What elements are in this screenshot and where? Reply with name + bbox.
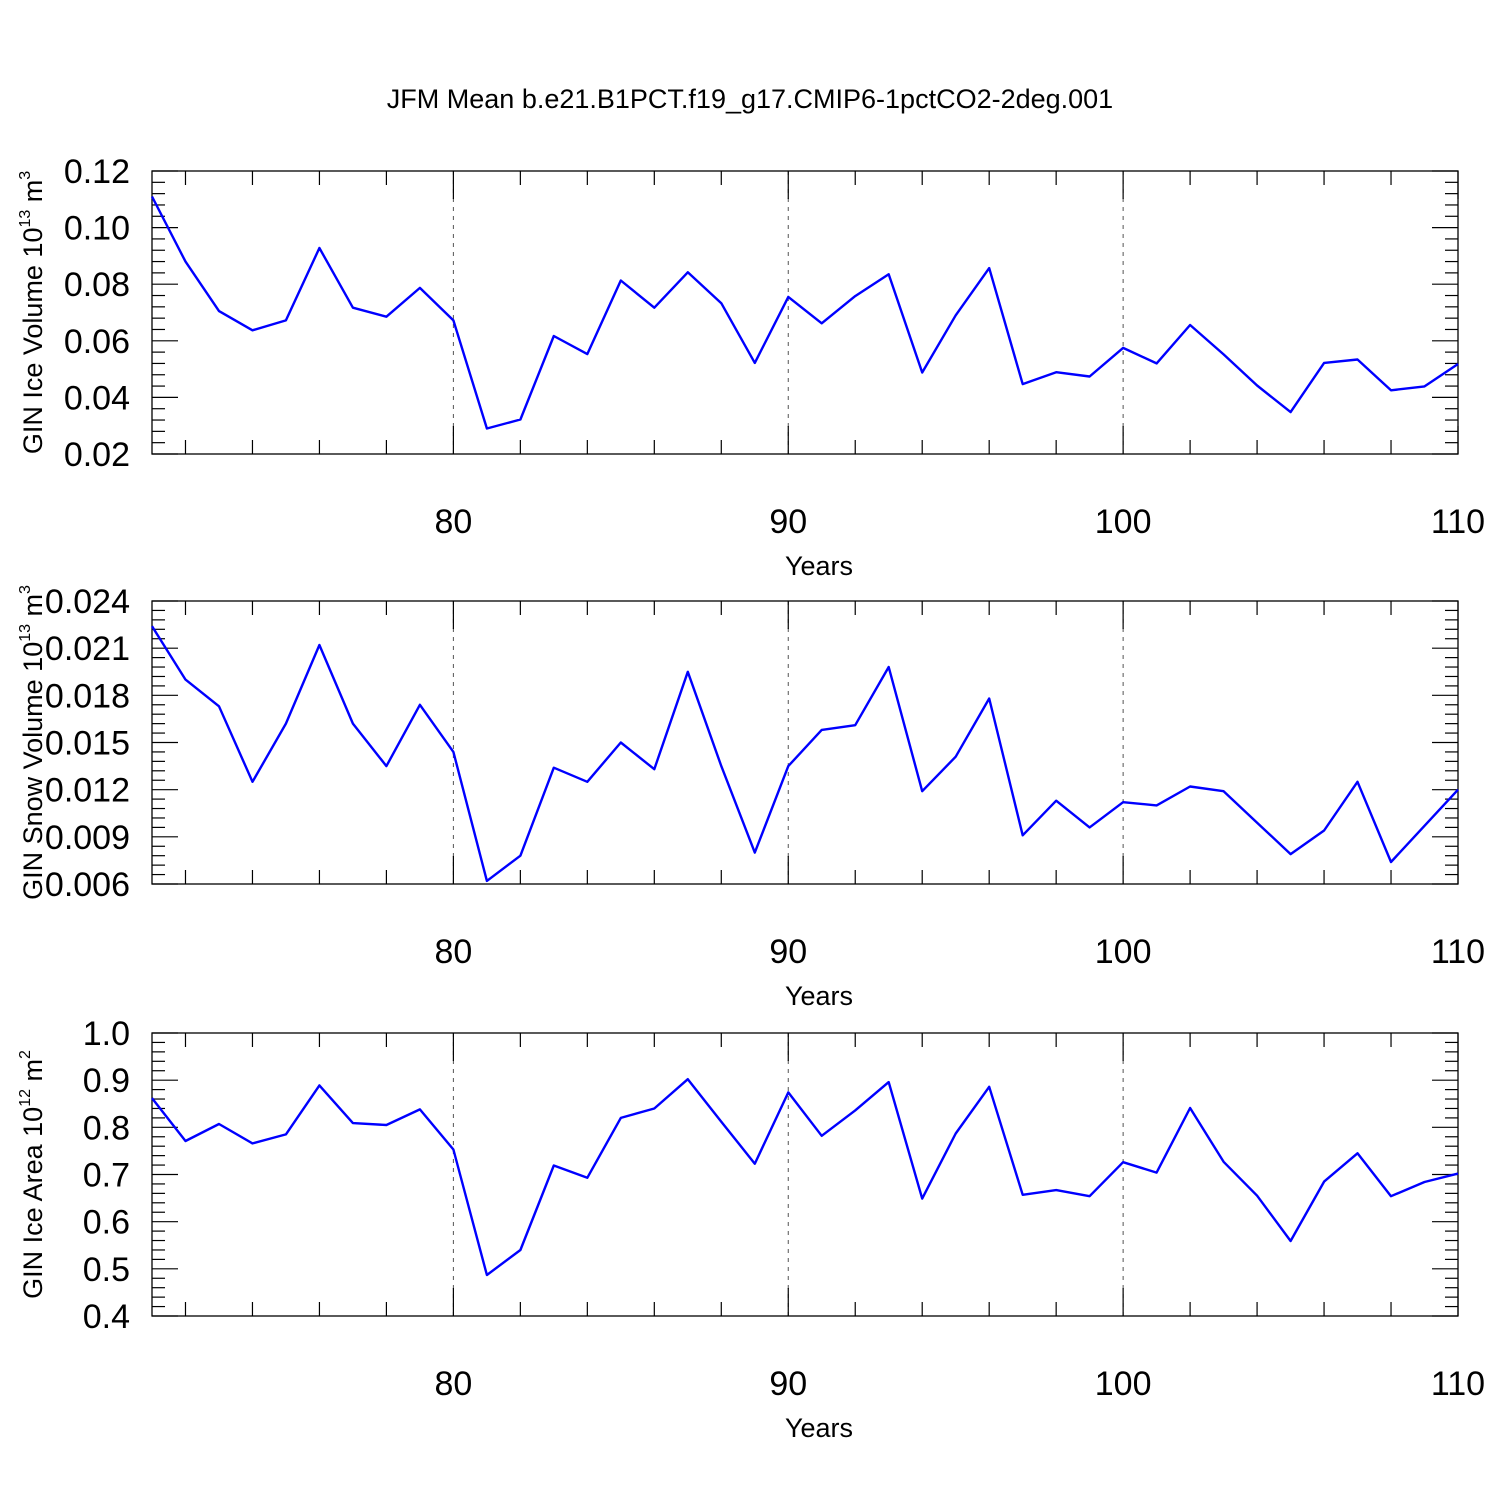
y-tick-label: 0.006 xyxy=(45,866,130,904)
x-tick-label: 100 xyxy=(1095,503,1152,541)
y-tick-label: 0.06 xyxy=(64,323,130,361)
y-tick-label: 0.9 xyxy=(83,1062,130,1100)
figure-title: JFM Mean b.e21.B1PCT.f19_g17.CMIP6-1pctC… xyxy=(387,84,1113,114)
x-axis-label: Years xyxy=(785,981,853,1011)
y-label-unit: m xyxy=(18,594,48,624)
plot-frame xyxy=(151,170,1459,455)
x-tick-label: 100 xyxy=(1095,933,1152,971)
x-tick-label: 80 xyxy=(434,933,472,971)
y-tick-label: 0.4 xyxy=(83,1298,130,1336)
y-label-unit-exponent: 3 xyxy=(17,171,34,180)
plot-frame xyxy=(151,600,1459,885)
y-tick-label: 0.10 xyxy=(64,210,130,248)
x-tick-label: 80 xyxy=(434,1365,472,1403)
panel-2: 0.006 0.009 0.012 0.015 0.018 0.021 0.024 80 90 1… xyxy=(17,583,1485,1011)
y-axis-label: GIN Ice Area 1012 m2 xyxy=(17,1050,48,1299)
x-tick-label: 80 xyxy=(434,503,472,541)
y-label-unit-exponent: 3 xyxy=(17,585,34,594)
y-label-exponent: 13 xyxy=(17,210,34,228)
y-label-unit: m xyxy=(18,1059,48,1089)
y-label-text: GIN Ice Volume 10 xyxy=(18,228,48,455)
y-tick-label: 0.009 xyxy=(45,819,130,857)
y-tick-label: 0.015 xyxy=(45,725,130,763)
y-tick-label: 0.018 xyxy=(45,677,130,715)
y-tick-label: 1.0 xyxy=(83,1015,130,1053)
series-line xyxy=(150,195,1459,430)
y-tick-label: 0.12 xyxy=(64,153,130,191)
x-tick-label: 90 xyxy=(769,503,807,541)
y-tick-label: 0.024 xyxy=(45,583,130,621)
y-label-text: GIN Snow Volume 10 xyxy=(18,642,48,900)
y-label-text: GIN Ice Area 10 xyxy=(18,1107,48,1299)
x-tick-label: 90 xyxy=(769,1365,807,1403)
x-axis-label: Years xyxy=(785,551,853,581)
x-tick-label: 100 xyxy=(1095,1365,1152,1403)
y-label-exponent: 13 xyxy=(17,624,34,642)
plot-frame xyxy=(151,1032,1459,1317)
y-label-unit-exponent: 2 xyxy=(17,1050,34,1059)
x-tick-label: 110 xyxy=(1431,933,1485,971)
series-line xyxy=(151,1077,1459,1277)
y-tick-label: 0.6 xyxy=(83,1204,130,1242)
y-tick-label: 0.8 xyxy=(83,1109,130,1147)
y-tick-label: 0.7 xyxy=(83,1157,130,1195)
y-label-exponent: 12 xyxy=(17,1089,34,1107)
y-tick-label: 0.021 xyxy=(45,630,130,668)
x-tick-label: 110 xyxy=(1431,1365,1485,1403)
x-axis-label: Years xyxy=(785,1413,853,1443)
panels: 0.02 0.04 0.06 0.08 0.10 0.12 80 90 100 110 Years G… xyxy=(17,153,1485,1443)
panel-1: 0.02 0.04 0.06 0.08 0.10 0.12 80 90 100 110 Years G… xyxy=(17,153,1485,581)
y-tick-label: 0.04 xyxy=(64,379,130,417)
y-label-unit: m xyxy=(18,180,48,210)
y-tick-label: 0.012 xyxy=(45,772,130,810)
y-tick-label: 0.02 xyxy=(64,436,130,474)
series-line xyxy=(150,625,1459,883)
x-tick-label: 90 xyxy=(769,933,807,971)
x-tick-label: 110 xyxy=(1431,503,1485,541)
panel-3: 0.4 0.5 0.6 0.7 0.8 0.9 1.0 80 90 100 110 Years GIN … xyxy=(17,1015,1485,1443)
y-axis-label: GIN Snow Volume 1013 m3 xyxy=(17,585,48,900)
y-axis-label: GIN Ice Volume 1013 m3 xyxy=(17,171,48,454)
y-tick-label: 0.08 xyxy=(64,266,130,304)
y-tick-label: 0.5 xyxy=(83,1251,130,1289)
